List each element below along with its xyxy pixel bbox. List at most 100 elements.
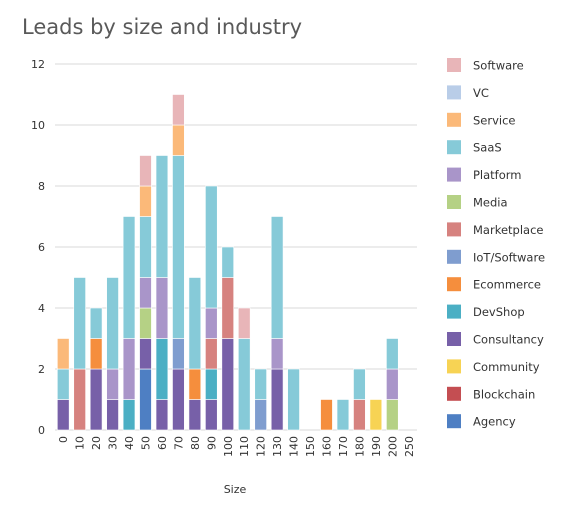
bar-segment (172, 368, 185, 431)
legend-swatch (447, 414, 461, 429)
y-tick-label: 6 (38, 241, 45, 254)
x-tick-label: 30 (107, 436, 120, 450)
legend-item: VC (447, 85, 489, 100)
bar-segment (57, 368, 70, 400)
bar-segment (353, 368, 366, 400)
bar-segment (57, 399, 70, 431)
x-tick-label: 130 (271, 436, 284, 457)
legend-item: Platform (447, 167, 522, 182)
bar-segment (155, 155, 169, 278)
bar-segment (73, 368, 86, 431)
chart-title: Leads by size and industry (22, 15, 302, 39)
y-tick-label: 4 (38, 302, 45, 315)
legend-item: Software (447, 58, 524, 73)
bar-segment (57, 338, 70, 370)
bar-segment (205, 368, 218, 400)
bar-segment (188, 399, 202, 431)
x-axis-title: Size (224, 483, 247, 496)
legend-swatch (447, 359, 461, 374)
legend-label: DevShop (473, 305, 525, 319)
legend-label: Blockchain (473, 387, 535, 401)
legend-label: Service (473, 113, 516, 127)
bar-segment (172, 94, 185, 126)
bar-segment (205, 399, 218, 431)
bar-segment (353, 399, 366, 431)
legend-label: Consultancy (473, 333, 544, 347)
y-tick-label: 2 (38, 363, 45, 376)
x-tick-label: 160 (321, 436, 334, 457)
legend-label: Community (473, 360, 540, 374)
x-tick-label: 100 (222, 436, 235, 457)
legend-item: Agency (447, 414, 516, 429)
legend-label: IoT/Software (473, 250, 545, 264)
bar-segment (155, 277, 169, 339)
y-tick-label: 10 (31, 119, 45, 132)
bar-segment (172, 124, 185, 156)
bar-segment (221, 338, 234, 431)
legend-swatch (447, 386, 461, 401)
legend-swatch (447, 85, 461, 100)
bar-segment (254, 399, 267, 431)
x-tick-label: 70 (172, 436, 185, 450)
x-tick-label: 50 (140, 436, 153, 450)
legend-item: Ecommerce (447, 277, 541, 292)
bar-segment (287, 368, 300, 431)
bar-segment (139, 185, 152, 217)
bar-segment (336, 399, 350, 431)
bar-segment (221, 277, 234, 339)
legend-swatch (447, 112, 461, 127)
bar-segment (270, 216, 284, 339)
legend-item: Service (447, 112, 516, 127)
x-tick-label: 150 (304, 436, 317, 457)
bar-segment (139, 307, 152, 339)
legend: Software VC Service SaaS Platform Media Market… (447, 58, 545, 429)
x-tick-label: 0 (57, 436, 70, 443)
bar-segment (89, 338, 103, 370)
x-tick-label: 170 (337, 436, 350, 457)
bar-segment (106, 277, 119, 370)
legend-swatch (447, 304, 461, 319)
bar-segment (139, 277, 152, 309)
bar-segment (386, 399, 399, 431)
legend-swatch (447, 167, 461, 182)
bar-segment (122, 338, 136, 400)
bar-segment (369, 399, 383, 431)
bar-segment (139, 216, 152, 278)
x-tick-label: 250 (403, 436, 416, 457)
bar-segment (89, 368, 103, 431)
bar-segment (73, 277, 86, 370)
x-tick-label: 200 (386, 436, 399, 457)
bars (57, 94, 399, 431)
legend-swatch (447, 249, 461, 264)
bar-segment (106, 368, 119, 400)
bar-segment (386, 368, 399, 400)
bar-segment (89, 307, 103, 339)
x-tick-label: 120 (255, 436, 268, 457)
bar-segment (155, 399, 169, 431)
x-tick-label: 190 (370, 436, 383, 457)
bar-segment (122, 399, 136, 431)
bar-segment (254, 368, 267, 400)
bar-segment (139, 338, 152, 370)
x-tick-label: 90 (205, 436, 218, 450)
bar-segment (172, 155, 185, 339)
bar-segment (188, 368, 202, 400)
legend-label: Ecommerce (473, 278, 541, 292)
bar-segment (122, 216, 136, 339)
bar-segment (139, 368, 152, 431)
legend-swatch (447, 140, 461, 155)
legend-swatch (447, 58, 461, 72)
y-tick-label: 8 (38, 180, 45, 193)
legend-label: Software (473, 59, 524, 73)
legend-label: Agency (473, 415, 516, 429)
x-tick-label: 60 (156, 436, 169, 450)
legend-swatch (447, 277, 461, 292)
legend-label: Platform (473, 168, 522, 182)
x-tick-label: 180 (353, 436, 366, 457)
legend-label: VC (473, 86, 489, 100)
bar-segment (155, 338, 169, 400)
x-tick-label: 110 (238, 436, 251, 457)
bar-segment (139, 155, 152, 187)
bar-segment (270, 338, 284, 370)
